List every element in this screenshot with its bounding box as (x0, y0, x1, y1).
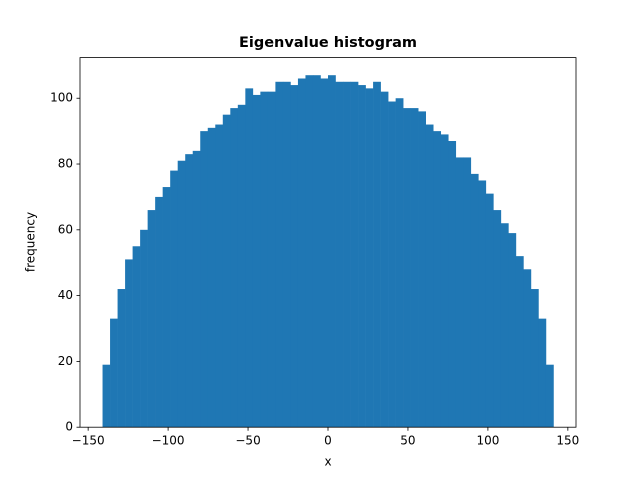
bar (110, 318, 118, 428)
bar (343, 81, 351, 428)
bar (530, 289, 539, 428)
bar (380, 91, 389, 428)
bar (463, 157, 472, 428)
bar (425, 124, 434, 428)
plot-frame (79, 57, 577, 428)
bar (508, 233, 517, 428)
bar (373, 81, 381, 428)
y-axis-label: frequency (24, 212, 38, 272)
chart-title: Eigenvalue histogram (239, 35, 417, 51)
bar (207, 127, 216, 428)
bar (470, 173, 479, 428)
bar (538, 318, 547, 428)
bar (403, 108, 411, 428)
bar (410, 108, 419, 428)
bar (267, 91, 276, 428)
bar (305, 75, 314, 428)
bar (192, 150, 201, 428)
bar (485, 193, 494, 428)
bar (335, 81, 344, 428)
x-tick-label: 150 (556, 434, 579, 448)
bar (418, 111, 426, 428)
x-tick-label: −150 (72, 434, 105, 448)
bar (320, 78, 329, 428)
bar (433, 131, 442, 428)
bar (493, 210, 502, 428)
bar (237, 104, 246, 428)
x-axis-label: x (324, 455, 331, 469)
bar (177, 160, 186, 428)
y-tick-label: 40 (58, 288, 73, 302)
bar (215, 124, 224, 428)
bar (185, 154, 194, 428)
bar (132, 246, 141, 428)
bar (125, 259, 133, 428)
bar (448, 140, 457, 428)
bar (162, 187, 171, 428)
bar (260, 91, 269, 428)
bar (290, 85, 299, 428)
bar (200, 131, 209, 428)
bar (252, 94, 261, 428)
bar (297, 78, 306, 428)
bar (515, 256, 524, 428)
bar (102, 364, 111, 428)
y-tick-label: 0 (65, 420, 73, 434)
bar (358, 85, 366, 428)
y-tick-label: 20 (58, 354, 73, 368)
bar (455, 157, 464, 428)
bar (140, 229, 148, 428)
bar (275, 81, 284, 428)
bar (230, 108, 239, 428)
bar (365, 88, 374, 428)
x-tick-label: 50 (400, 434, 415, 448)
y-tick-label: 60 (58, 222, 73, 236)
bar (388, 101, 396, 428)
bar (170, 170, 178, 428)
bar (523, 269, 532, 428)
bar (478, 180, 487, 428)
y-tick-label: 100 (50, 91, 73, 105)
bar (440, 134, 449, 428)
x-tick-label: −50 (235, 434, 260, 448)
bar (350, 81, 359, 428)
bar (500, 223, 509, 428)
bar (222, 114, 231, 428)
bar (155, 196, 163, 428)
x-tick-label: 100 (476, 434, 499, 448)
bar (282, 81, 291, 428)
bar (328, 75, 336, 428)
x-tick-label: 0 (324, 434, 332, 448)
bar (245, 88, 254, 428)
bar (147, 210, 156, 428)
bar (395, 98, 404, 428)
y-tick-label: 80 (58, 157, 73, 171)
x-tick-label: −100 (152, 434, 185, 448)
bar (117, 289, 126, 428)
bar (312, 75, 321, 428)
bar (545, 364, 554, 428)
